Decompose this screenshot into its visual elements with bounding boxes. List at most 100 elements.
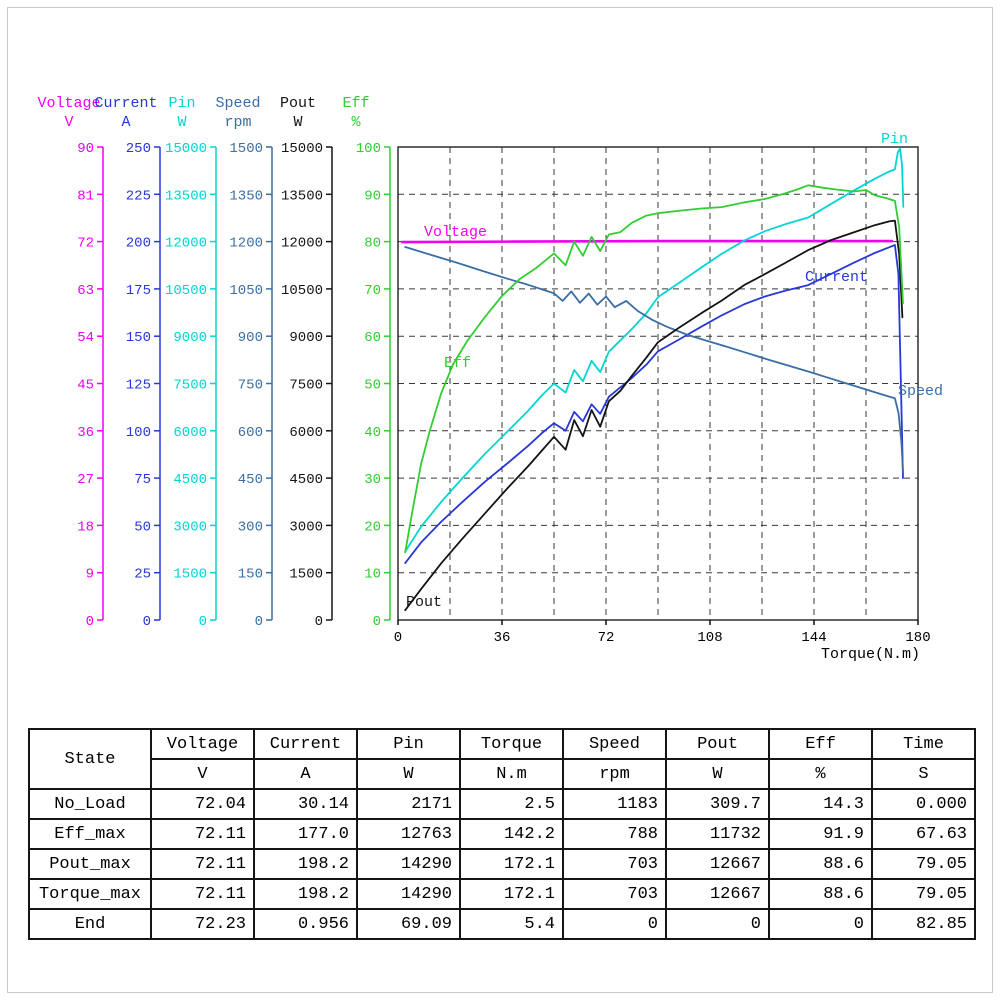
tick-label-speed: 300 xyxy=(238,519,263,535)
value-cell-voltage: 72.04 xyxy=(150,788,255,820)
axis-name-current: Current xyxy=(94,95,157,112)
value-cell-speed: 0 xyxy=(562,908,667,940)
value-cell-voltage: 72.11 xyxy=(150,818,255,850)
tick-label-voltage: 0 xyxy=(86,614,94,630)
tick-label-speed: 1050 xyxy=(229,283,263,299)
axis-unit-current: A xyxy=(121,114,130,131)
col-unit-pout: W xyxy=(665,758,770,790)
table-row-eff_max: Eff_max 72.11 177.0 12763 142.2 788 11732 91.9 6… xyxy=(28,818,976,850)
value-cell-torque: 172.1 xyxy=(459,848,564,880)
curve-label-eff: Eff xyxy=(444,355,471,372)
value-cell-pin: 12763 xyxy=(356,818,461,850)
curve-speed xyxy=(404,246,904,473)
tick-label-pout: 3000 xyxy=(289,519,323,535)
curve-label-speed: Speed xyxy=(898,383,943,400)
axis-name-pin: Pin xyxy=(168,95,195,112)
tick-label-speed: 1200 xyxy=(229,236,263,252)
tick-label-eff: 0 xyxy=(373,614,381,630)
value-cell-current: 0.956 xyxy=(253,908,358,940)
curve-current xyxy=(404,244,904,564)
col-header-voltage: Voltage xyxy=(150,728,255,760)
axis-unit-pin: W xyxy=(177,114,186,131)
tick-label-voltage: 54 xyxy=(77,330,94,346)
value-cell-pout: 12667 xyxy=(665,848,770,880)
value-cell-eff: 88.6 xyxy=(768,878,873,910)
axis-name-voltage: Voltage xyxy=(37,95,100,112)
value-cell-eff: 14.3 xyxy=(768,788,873,820)
value-cell-current: 177.0 xyxy=(253,818,358,850)
tick-label-current: 100 xyxy=(126,425,151,441)
value-cell-time: 0.000 xyxy=(871,788,976,820)
axis-voltage: 0 9 18 27 36 45 54 63 72 81 90 Voltage V xyxy=(37,95,104,630)
table-row-torque_max: Torque_max 72.11 198.2 14290 172.1 703 12667 88… xyxy=(28,878,976,910)
tick-label-pin: 13500 xyxy=(165,188,207,204)
state-cell-end: End xyxy=(28,908,152,940)
x-tick-label: 144 xyxy=(801,630,826,646)
axis-eff: 0 10 20 30 40 50 60 70 80 90 100 Eff% xyxy=(342,95,391,630)
tick-label-pout: 10500 xyxy=(281,283,323,299)
x-tick-label: 0 xyxy=(394,630,402,646)
value-cell-speed: 703 xyxy=(562,878,667,910)
state-cell-eff_max: Eff_max xyxy=(28,818,152,850)
tick-label-eff: 100 xyxy=(356,141,381,157)
tick-label-current: 25 xyxy=(134,567,151,583)
col-header-time: Time xyxy=(871,728,976,760)
tick-label-current: 150 xyxy=(126,330,151,346)
value-cell-current: 30.14 xyxy=(253,788,358,820)
tick-label-pout: 7500 xyxy=(289,378,323,394)
tick-label-current: 50 xyxy=(134,519,151,535)
x-tick-label: 36 xyxy=(494,630,511,646)
tick-label-pin: 3000 xyxy=(173,519,207,535)
tick-label-pout: 13500 xyxy=(281,188,323,204)
axis-name-pout: Pout xyxy=(280,95,316,112)
results-table: State Voltage Current Pin Torque Speed Pout Eff… xyxy=(28,728,976,940)
col-unit-pin: W xyxy=(356,758,461,790)
tick-label-pin: 12000 xyxy=(165,236,207,252)
tick-label-voltage: 18 xyxy=(77,519,94,535)
axis-unit-speed: rpm xyxy=(224,114,251,131)
value-cell-current: 198.2 xyxy=(253,878,358,910)
value-cell-speed: 703 xyxy=(562,848,667,880)
tick-label-eff: 20 xyxy=(364,519,381,535)
tick-label-voltage: 63 xyxy=(77,283,94,299)
tick-label-pin: 1500 xyxy=(173,567,207,583)
performance-chart: 09182736455463728190VoltageV025507510012… xyxy=(37,95,943,646)
value-cell-eff: 88.6 xyxy=(768,848,873,880)
x-axis: 0 36 72 108 144 180 xyxy=(394,620,931,646)
tick-label-eff: 70 xyxy=(364,283,381,299)
curve-label-current: Current xyxy=(805,269,868,286)
axis-name-eff: Eff xyxy=(342,95,369,112)
tick-label-pout: 1500 xyxy=(289,567,323,583)
col-header-pout: Pout xyxy=(665,728,770,760)
tick-label-pin: 15000 xyxy=(165,141,207,157)
tick-label-voltage: 9 xyxy=(86,567,94,583)
tick-label-eff: 90 xyxy=(364,188,381,204)
table-row-end: End 72.23 0.956 69.09 5.4 0 0 0 82.85 xyxy=(28,908,976,940)
tick-label-speed: 1500 xyxy=(229,141,263,157)
tick-label-pin: 6000 xyxy=(173,425,207,441)
tick-label-pin: 7500 xyxy=(173,378,207,394)
value-cell-pout: 0 xyxy=(665,908,770,940)
value-cell-eff: 0 xyxy=(768,908,873,940)
axis-name-speed: Speed xyxy=(215,95,260,112)
value-cell-pin: 69.09 xyxy=(356,908,461,940)
value-cell-pout: 11732 xyxy=(665,818,770,850)
curve-voltage xyxy=(400,239,894,244)
tick-label-current: 125 xyxy=(126,378,151,394)
tick-label-current: 175 xyxy=(126,283,151,299)
tick-label-voltage: 27 xyxy=(77,472,94,488)
curve-pin xyxy=(404,147,905,553)
value-cell-voltage: 72.23 xyxy=(150,908,255,940)
x-tick-label: 180 xyxy=(905,630,930,646)
tick-label-pout: 12000 xyxy=(281,236,323,252)
col-unit-time: S xyxy=(871,758,976,790)
col-header-speed: Speed xyxy=(562,728,667,760)
value-cell-torque: 5.4 xyxy=(459,908,564,940)
x-axis-title: Torque(N.m) xyxy=(820,646,920,663)
value-cell-pin: 2171 xyxy=(356,788,461,820)
tick-label-eff: 30 xyxy=(364,472,381,488)
curve-pout xyxy=(404,219,904,612)
tick-label-speed: 750 xyxy=(238,378,263,394)
col-header-current: Current xyxy=(253,728,358,760)
tick-label-pout: 15000 xyxy=(281,141,323,157)
